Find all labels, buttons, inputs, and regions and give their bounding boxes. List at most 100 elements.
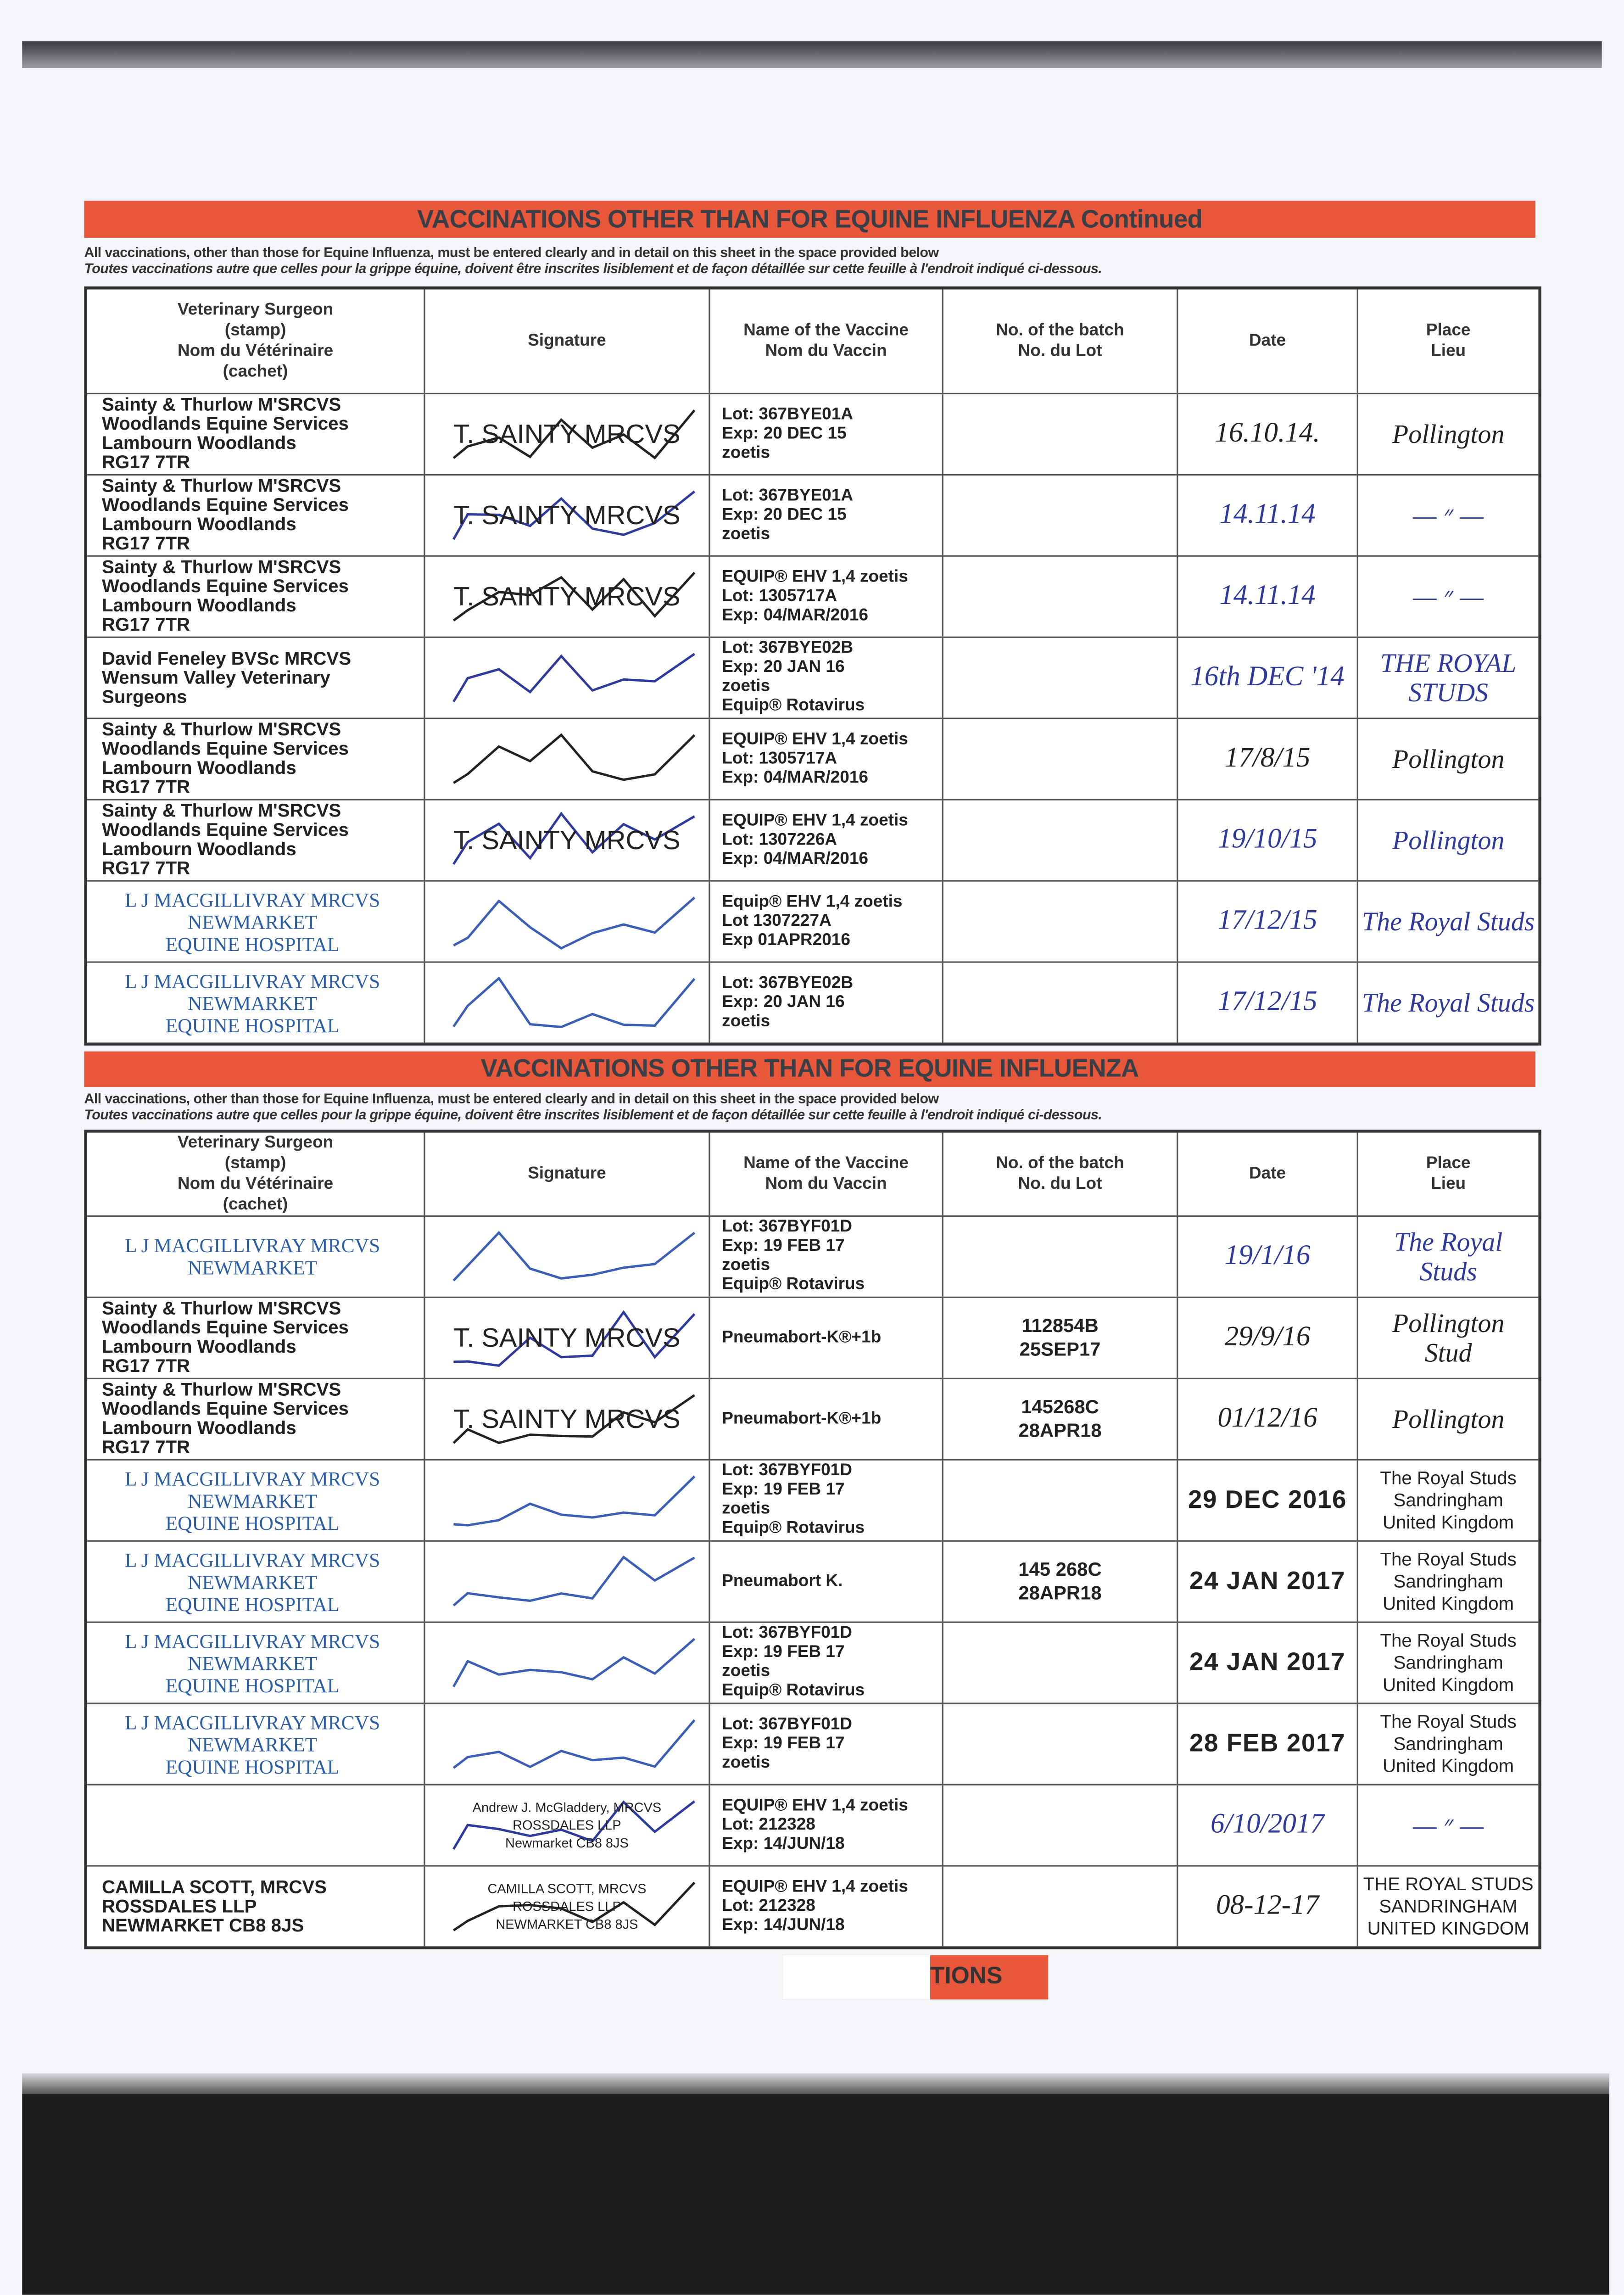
column-header-batch: No. of the batch No. du Lot: [942, 289, 1177, 393]
stamp-line: David Feneley BVSc MRCVS: [101, 647, 352, 668]
column-header-date: Date: [1177, 1132, 1357, 1215]
vet-stamp: Sainty & Thurlow M'SRCVS Woodlands Equine…: [87, 800, 424, 880]
vaccination-place: — ״ —: [1356, 556, 1539, 637]
batch-number: [942, 881, 1177, 962]
header-text: Name of the Vaccine: [743, 322, 909, 340]
vaccination-place: Pollington Stud: [1356, 1298, 1539, 1378]
vaccination-place: THE ROYAL STUDS SANDRINGHAM UNITED KINGDOM: [1356, 1866, 1539, 1947]
batch-line: 28APR18: [1018, 1419, 1102, 1442]
handwritten-signature-icon: [425, 963, 709, 1043]
column-header-place: Place Lieu: [1356, 289, 1539, 393]
place-line: The Royal: [1394, 1227, 1503, 1257]
batch-number: [942, 638, 1177, 718]
scan-edge-bottom: [22, 2073, 1609, 2295]
stamp-line: Woodlands Equine Services: [101, 1317, 349, 1338]
vet-stamp: Sainty & Thurlow M'SRCVS Woodlands Equine…: [87, 1379, 424, 1459]
vaccine-line: Pneumabort-K®+1b: [722, 1328, 882, 1346]
vaccine-line: Lot: 1305717A: [722, 587, 837, 605]
vaccine-sticker: Lot: 367BYF01D Exp: 19 FEB 17 zoetis Equip®…: [709, 1623, 942, 1703]
stamp-line: RG17 7TR: [101, 452, 190, 473]
place-line: The Royal Studs: [1380, 1548, 1517, 1569]
table-row: Sainty & Thurlow M'SRCVS Woodlands Equine…: [87, 474, 1539, 555]
header-text: Place: [1426, 322, 1471, 340]
stamp-line: Sainty & Thurlow M'SRCVS: [101, 1379, 341, 1400]
stamp-line: Lambourn Woodlands: [101, 839, 296, 860]
vaccination-date: 29/9/16: [1177, 1298, 1357, 1378]
header-text: Nom du Vaccin: [765, 1175, 887, 1193]
vaccination-place: The Royal Studs: [1356, 963, 1539, 1043]
handwritten-signature-icon: [425, 1461, 709, 1540]
vaccine-line: Exp: 04/MAR/2016: [722, 850, 869, 868]
place-line: — ״ —: [1413, 1810, 1484, 1840]
header-text: Signature: [528, 332, 606, 350]
stamp-line: Lambourn Woodlands: [101, 595, 296, 616]
place-line: Sandringham: [1393, 1651, 1503, 1673]
stamp-line: Lambourn Woodlands: [101, 1417, 296, 1439]
handwritten-signature-icon: [425, 1217, 709, 1297]
batch-line: 28APR18: [1018, 1581, 1102, 1604]
signature-cell: T. SAINTY MRCVS: [424, 1298, 709, 1378]
vaccine-line: Pneumabort K.: [722, 1572, 843, 1590]
vaccine-line: Pneumabort-K®+1b: [722, 1409, 882, 1427]
vet-stamp: L J MACGILLIVRAY MRCVS NEWMARKET EQUINE HO…: [87, 1623, 424, 1703]
table-row: David Feneley BVSc MRCVS Wensum Valley Ve…: [87, 636, 1539, 718]
handwritten-signature-icon: [425, 638, 709, 718]
vaccine-line: Equip® EHV 1,4 zoetis: [722, 892, 903, 911]
table-row: L J MACGILLIVRAY MRCVS NEWMARKET EQUINE HO…: [87, 1621, 1539, 1703]
table-row: Sainty & Thurlow M'SRCVS Woodlands Equine…: [87, 555, 1539, 637]
note-english: All vaccinations, other than those for E…: [84, 245, 939, 262]
vaccine-line: Exp: 20 JAN 16: [722, 993, 845, 1011]
vaccine-sticker: Lot: 367BYF01D Exp: 19 FEB 17 zoetis Equip®…: [709, 1460, 942, 1540]
vaccine-line: Exp 01APR2016: [722, 931, 850, 949]
vaccine-line: Lot: 367BYE02B: [722, 974, 854, 992]
header-text: Nom du Vétérinaire: [177, 342, 334, 361]
place-line: Sandringham: [1393, 1733, 1503, 1754]
place-line: United Kingdom: [1383, 1674, 1514, 1695]
handwritten-signature-icon: [425, 1623, 709, 1703]
signature-cell: [424, 638, 709, 718]
place-line: UNITED KINGDOM: [1367, 1917, 1529, 1938]
header-text: (stamp): [224, 322, 286, 340]
header-text: Veterinary Surgeon: [177, 301, 334, 319]
stamp-line: NEWMARKET: [187, 1733, 318, 1755]
vaccine-line: Lot: 367BYF01D: [722, 1462, 852, 1480]
vaccination-place: The Royal Studs: [1356, 881, 1539, 962]
table-header-row: Veterinary Surgeon (stamp) Nom du Vétérina…: [87, 289, 1539, 393]
vaccination-place: The Royal Studs Sandringham United Kingdom: [1356, 1623, 1539, 1703]
table-row: L J MACGILLIVRAY MRCVS NEWMARKET Lot: 367B…: [87, 1215, 1539, 1297]
batch-number: [942, 1785, 1177, 1865]
vaccine-sticker: EQUIP® EHV 1,4 zoetis Lot: 212328 Exp: 14/…: [709, 1785, 942, 1865]
batch-number: [942, 800, 1177, 880]
vaccine-line: EQUIP® EHV 1,4 zoetis: [722, 730, 908, 748]
place-line: The Royal Studs: [1380, 1711, 1517, 1732]
header-text: No. of the batch: [996, 1154, 1124, 1173]
vaccination-date: 17/8/15: [1177, 719, 1357, 799]
vaccine-line: zoetis: [722, 1753, 770, 1772]
table-row: Sainty & Thurlow M'SRCVS Woodlands Equine…: [87, 1377, 1539, 1459]
place-line: THE ROYAL: [1380, 648, 1517, 678]
place-line: The Royal Studs: [1362, 907, 1535, 936]
stamp-line: EQUINE HOSPITAL: [165, 1013, 340, 1036]
stamp-line: Woodlands Equine Services: [101, 494, 349, 515]
stamp-line: ROSSDALES LLP: [101, 1895, 257, 1916]
vaccine-line: EQUIP® EHV 1,4 zoetis: [722, 1877, 908, 1896]
stamp-line: RG17 7TR: [101, 777, 190, 798]
batch-number: [942, 1866, 1177, 1947]
signature-cell: [424, 1623, 709, 1703]
vaccine-line: zoetis: [722, 525, 770, 543]
place-line: Pollington: [1392, 1404, 1505, 1434]
batch-number: [942, 475, 1177, 555]
stamp-line: Woodlands Equine Services: [101, 738, 349, 759]
vaccine-line: zoetis: [722, 1662, 770, 1681]
vaccine-line: EQUIP® EHV 1,4 zoetis: [722, 1796, 908, 1814]
vaccine-line: Lot: 1305717A: [722, 749, 837, 767]
place-line: The Royal Studs: [1362, 988, 1535, 1018]
signature-stamp-line: CAMILLA SCOTT, MRCVS: [487, 1881, 647, 1896]
stamp-line: RG17 7TR: [101, 533, 190, 554]
vaccination-date: 17/12/15: [1177, 881, 1357, 962]
signature-cell: T. SAINTY MRCVS: [424, 800, 709, 880]
header-text: Lieu: [1431, 1175, 1466, 1193]
stamp-line: Sainty & Thurlow M'SRCVS: [101, 394, 341, 415]
stamp-line: CAMILLA SCOTT, MRCVS: [101, 1876, 327, 1897]
